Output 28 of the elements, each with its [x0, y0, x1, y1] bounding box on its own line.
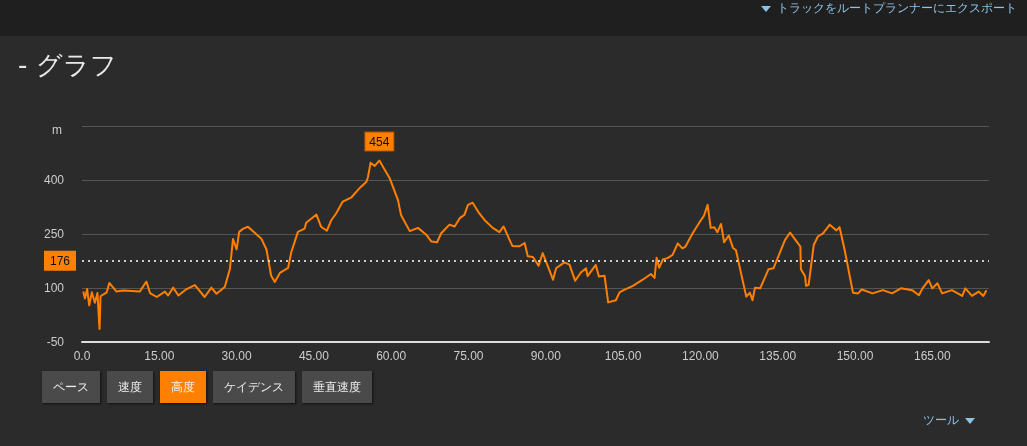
- x-tick-label: 30.00: [221, 349, 252, 363]
- y-tick-label: 250: [43, 227, 65, 241]
- y-tick-label: 100: [43, 281, 65, 295]
- x-tick-label: 0.0: [73, 349, 91, 363]
- text: ペース: [42, 371, 100, 403]
- x-tick-label: 60.00: [376, 349, 407, 363]
- text: 垂直速度: [302, 371, 372, 403]
- x-tick-label: 90.00: [530, 349, 562, 363]
- text: ケイデンス: [213, 371, 295, 403]
- x-tick-label: 105.00: [604, 349, 642, 363]
- y-tick-label: -50: [46, 335, 65, 349]
- x-tick-label: 165.00: [913, 349, 951, 363]
- annotation: 454: [369, 134, 390, 149]
- x-tick-label: 75.00: [453, 349, 484, 363]
- text: 速度: [107, 371, 153, 403]
- ref-line-label: 176: [49, 253, 71, 268]
- text: トラックをルートプランナーにエクスポート: [777, 0, 1017, 17]
- chart-title: - グラフ: [18, 49, 117, 82]
- text: ツール: [923, 412, 959, 429]
- x-tick-label: 45.00: [298, 349, 330, 363]
- y-axis-title: m: [52, 123, 62, 137]
- line-series: [82, 159, 988, 331]
- x-tick-label: 120.00: [682, 349, 720, 363]
- x-tick-label: 15.00: [144, 349, 175, 363]
- x-tick-label: 150.00: [836, 349, 874, 363]
- x-tick-label: 135.00: [759, 349, 797, 363]
- y-tick-label: 400: [43, 173, 65, 187]
- text: 高度: [160, 371, 206, 403]
